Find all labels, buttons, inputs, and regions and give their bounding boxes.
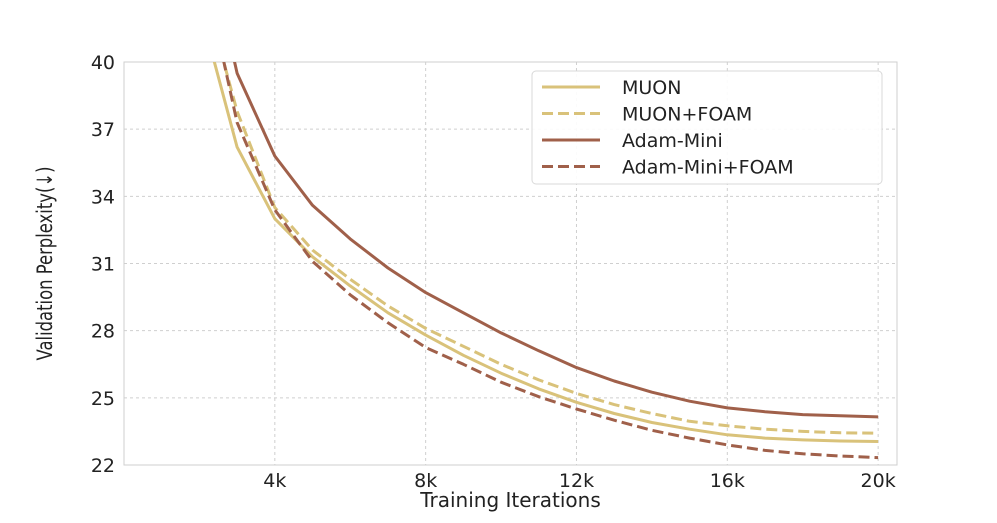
x-tick-label: 16k: [710, 470, 745, 492]
legend-label: MUON+FOAM: [622, 104, 752, 126]
y-tick-label: 40: [91, 52, 115, 74]
x-tick-label: 20k: [861, 470, 896, 492]
x-tick-label: 8k: [414, 470, 437, 492]
y-tick-label: 25: [91, 388, 115, 410]
legend-label: MUON: [622, 77, 681, 99]
legend-label: Adam-Mini: [622, 130, 723, 152]
x-tick-label: 12k: [559, 470, 594, 492]
y-tick-label: 37: [91, 119, 115, 141]
series-line-adam-mini-foam: [222, 62, 879, 460]
y-tick-label: 31: [91, 254, 115, 276]
series-line-adam-mini: [233, 62, 879, 419]
y-tick-label: 34: [91, 186, 115, 208]
y-tick-label: 28: [91, 321, 115, 343]
x-tick-label: 4k: [263, 470, 286, 492]
series-line-muon: [212, 62, 879, 443]
y-tick-labels: 22 25 28 31 34 37 40: [91, 52, 115, 477]
legend-label: Adam-Mini+FOAM: [622, 157, 794, 179]
plot-frame: [123, 61, 898, 466]
series-line-muon-foam: [222, 62, 879, 435]
legend-box: [531, 70, 883, 185]
y-axis-label: Validation Perplexity(↓): [34, 167, 57, 361]
series-lines: [212, 62, 879, 460]
legend: MUON MUON+FOAM Adam-Mini Adam-Mini+FOAM: [531, 70, 883, 185]
x-axis-label: Training Iterations: [419, 488, 601, 512]
y-tick-label: 22: [91, 455, 115, 477]
x-tick-labels: 4k 8k 12k 16k 20k: [263, 470, 895, 492]
